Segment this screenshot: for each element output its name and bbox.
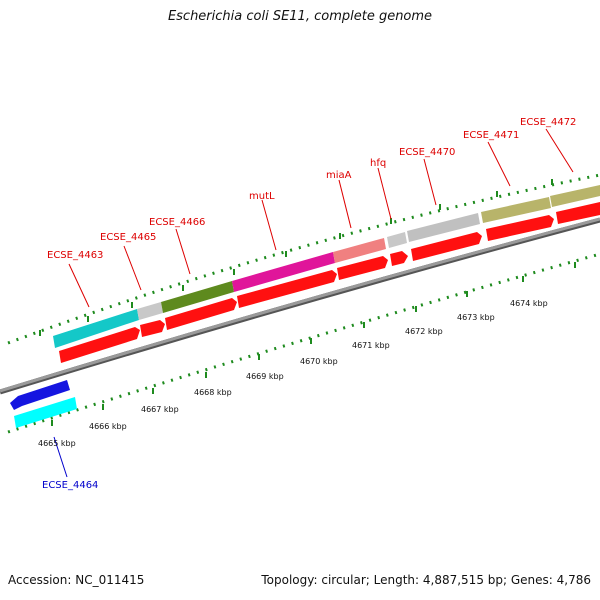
cds-arrow (59, 327, 140, 363)
accession-text: Accession: NC_011415 (8, 573, 145, 587)
scale-label: 4672 kbp (405, 327, 443, 336)
scale-label: 4669 kbp (246, 372, 284, 381)
cds-arrow (140, 320, 165, 337)
feature-olive (161, 281, 234, 313)
cds-arrow (165, 298, 237, 330)
map-title: Escherichia coli SE11, complete genome (167, 9, 433, 24)
cds-arrow (556, 202, 600, 224)
gene-labels: ECSE_4463 ECSE_4465 ECSE_4466 mutL miaA … (42, 117, 576, 491)
scale-label: 4673 kbp (457, 313, 495, 322)
scale-labels: 4665 kbp 4666 kbp 4667 kbp 4668 kbp 4669… (38, 299, 548, 448)
inner-tick-ring (7, 252, 600, 434)
scale-label: 4665 kbp (38, 439, 76, 448)
gene-label[interactable]: ECSE_4463 (47, 250, 103, 261)
genome-backbone-highlight (0, 217, 600, 393)
inner-major-ticks (51, 262, 576, 426)
scale-label: 4667 kbp (141, 405, 179, 414)
cds-arrow (486, 215, 554, 241)
gene-label[interactable]: hfq (370, 158, 386, 169)
gene-label[interactable]: miaA (326, 170, 352, 181)
feature-pink (333, 238, 386, 263)
scale-label: 4671 kbp (352, 341, 390, 350)
gene-label[interactable]: ECSE_4465 (100, 232, 156, 243)
scale-label: 4666 kbp (89, 422, 127, 431)
feature-magenta (232, 252, 335, 292)
callout-lines (53, 128, 574, 478)
cds-arrow (337, 256, 388, 280)
gene-label[interactable]: ECSE_4466 (149, 217, 205, 228)
gene-label[interactable]: ECSE_4470 (399, 147, 455, 158)
feature-gray-1 (137, 302, 163, 320)
gene-label[interactable]: mutL (249, 191, 275, 202)
feature-cyan (53, 309, 139, 348)
cds-arrows-forward (59, 202, 600, 363)
genome-summary-text: Topology: circular; Length: 4,887,515 bp… (261, 573, 591, 587)
reverse-feature-cyan (14, 397, 77, 428)
reverse-feature-blue (10, 380, 70, 410)
cds-arrow (237, 270, 337, 308)
scale-label: 4674 kbp (510, 299, 548, 308)
gene-label[interactable]: ECSE_4472 (520, 117, 576, 128)
gene-label[interactable]: ECSE_4464 (42, 480, 98, 491)
feature-bar-upper (53, 185, 600, 348)
scale-label: 4668 kbp (194, 388, 232, 397)
scale-label: 4670 kbp (300, 357, 338, 366)
cds-arrow (390, 251, 408, 266)
cds-arrow (411, 232, 482, 261)
gene-label[interactable]: ECSE_4471 (463, 130, 519, 141)
feature-gray-3 (407, 213, 480, 242)
outer-major-ticks (39, 179, 553, 336)
feature-gray-2 (387, 232, 407, 248)
feature-khaki-2 (550, 185, 600, 207)
feature-khaki-1 (481, 197, 551, 223)
